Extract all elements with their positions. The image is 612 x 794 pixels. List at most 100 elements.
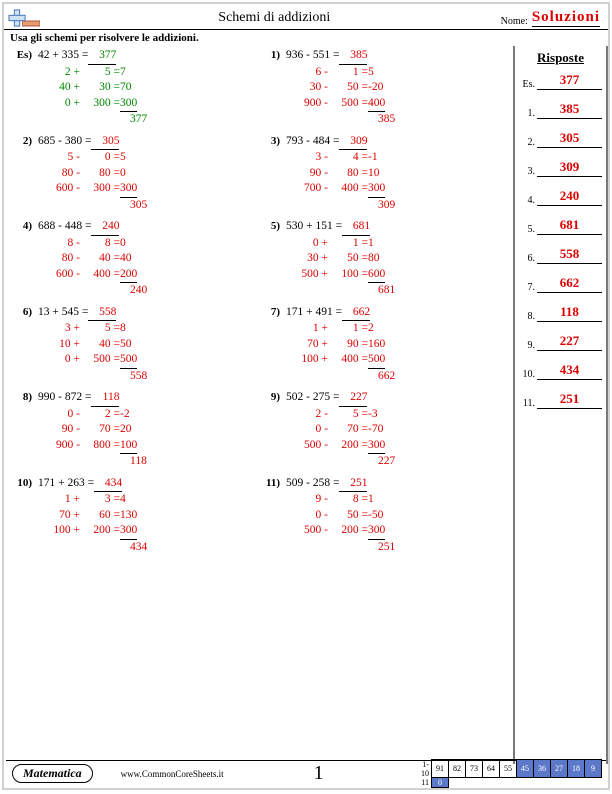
problem-number: 1) [260, 48, 286, 65]
answer-value: 434 [537, 362, 602, 380]
problem-answer: 251 [339, 476, 367, 493]
answer-value: 558 [537, 246, 602, 264]
answer-row: 8. 118 [519, 304, 602, 322]
instruction: Usa gli schemi per risolvere le addizion… [4, 30, 608, 46]
problem-expression: 936 - 551 = [286, 48, 339, 65]
problem-step: 90 -80 = 10 [260, 166, 508, 182]
answer-row: 11. 251 [519, 391, 602, 409]
score-label: 11 [415, 778, 432, 788]
problem-step: 30 +50 = 80 [260, 251, 508, 267]
answer-value: 240 [537, 188, 602, 206]
answer-row: Es. 377 [519, 72, 602, 90]
problem-answer: 118 [91, 390, 119, 407]
problem-number: 11) [260, 476, 286, 493]
problem-total: 305 [12, 198, 260, 214]
answers-heading: Risposte [519, 50, 602, 66]
problem-answer: 309 [339, 134, 367, 151]
score-cell: 9 [585, 760, 602, 778]
footer: Matematica www.CommonCoreSheets.it 1 1-1… [6, 760, 606, 786]
page-frame: Schemi di addizioni Nome: Soluzioni Usa … [2, 2, 610, 790]
answer-row: 5. 681 [519, 217, 602, 235]
answer-number: 3. [519, 166, 537, 177]
problem-total: 434 [12, 540, 260, 556]
problem-total: 681 [260, 283, 508, 299]
worksheet-title: Schemi di addizioni [48, 10, 501, 27]
problem-step: 500 -200 = 300 [260, 523, 508, 540]
problem-step: 3 +5 = 8 [12, 321, 260, 337]
problem-expression: 685 - 380 = [38, 134, 91, 151]
problem-step: 70 +60 = 130 [12, 508, 260, 524]
problem-expression: 688 - 448 = [38, 219, 91, 236]
problem-expression: 793 - 484 = [286, 134, 339, 151]
problem-block: 7) 171 + 491 = 662 1 +1 = 2 70 +90 = 160… [260, 305, 508, 385]
problem-answer: 434 [94, 476, 122, 493]
problem-block: 1) 936 - 551 = 385 6 -1 = 5 30 -50 = -20… [260, 48, 508, 128]
problem-step: 1 +1 = 2 [260, 321, 508, 337]
problem-number: 3) [260, 134, 286, 151]
answer-number: 8. [519, 311, 537, 322]
answer-value: 118 [537, 304, 602, 322]
answer-number: 2. [519, 137, 537, 148]
score-table: 1-109182736455453627189110 [415, 759, 603, 788]
answer-row: 6. 558 [519, 246, 602, 264]
problem-total: 558 [12, 369, 260, 385]
problem-answer: 305 [91, 134, 119, 151]
problem-step: 500 +100 = 600 [260, 267, 508, 284]
score-cell: 27 [551, 760, 568, 778]
problem-expression: 509 - 258 = [286, 476, 339, 493]
problem-block: 3) 793 - 484 = 309 3 -4 = -1 90 -80 = 10… [260, 134, 508, 214]
problem-step: 80 -80 = 0 [12, 166, 260, 182]
problem-step: 1 +3 = 4 [12, 492, 260, 508]
problem-answer: 662 [342, 305, 370, 322]
answer-row: 9. 227 [519, 333, 602, 351]
problem-step: 2 +5 = 7 [12, 65, 260, 81]
problem-block: 9) 502 - 275 = 227 2 -5 = -3 0 -70 = -70… [260, 390, 508, 470]
problem-step: 900 -800 = 100 [12, 438, 260, 455]
problem-step: 0 +300 = 300 [12, 96, 260, 113]
problem-block: 2) 685 - 380 = 305 5 -0 = 5 80 -80 = 0 6… [12, 134, 260, 214]
answer-number: 10. [519, 369, 537, 380]
plus-icon [8, 9, 26, 27]
answer-value: 309 [537, 159, 602, 177]
problem-block: 10) 171 + 263 = 434 1 +3 = 4 70 +60 = 13… [12, 476, 260, 556]
problem-step: 500 -200 = 300 [260, 438, 508, 455]
answer-value: 251 [537, 391, 602, 409]
problem-step: 10 +40 = 50 [12, 337, 260, 353]
problem-total: 240 [12, 283, 260, 299]
problem-expression: 530 + 151 = [286, 219, 342, 236]
problem-step: 30 -50 = -20 [260, 80, 508, 96]
problem-block: 4) 688 - 448 = 240 8 -8 = 0 80 -40 = 40 … [12, 219, 260, 299]
problem-answer: 240 [91, 219, 119, 236]
problem-number: 5) [260, 219, 286, 236]
problem-number: 2) [12, 134, 38, 151]
problem-answer: 681 [342, 219, 370, 236]
problem-block: 6) 13 + 545 = 558 3 +5 = 8 10 +40 = 50 0… [12, 305, 260, 385]
problem-total: 662 [260, 369, 508, 385]
problem-expression: 13 + 545 = [38, 305, 88, 322]
problem-block: Es) 42 + 335 = 377 2 +5 = 7 40 +30 = 70 … [12, 48, 260, 128]
problem-total: 118 [12, 454, 260, 470]
answer-value: 227 [537, 333, 602, 351]
problem-step: 2 -5 = -3 [260, 407, 508, 423]
answer-row: 7. 662 [519, 275, 602, 293]
answer-number: 5. [519, 224, 537, 235]
answer-number: Es. [519, 79, 537, 90]
score-cell: 64 [483, 760, 500, 778]
problem-step: 0 -2 = -2 [12, 407, 260, 423]
problem-step: 8 -8 = 0 [12, 236, 260, 252]
problem-step: 90 -70 = 20 [12, 422, 260, 438]
answer-row: 1. 385 [519, 101, 602, 119]
score-cell: 18 [568, 760, 585, 778]
answer-row: 3. 309 [519, 159, 602, 177]
problem-number: 8) [12, 390, 38, 407]
brand-badge: Matematica [12, 764, 93, 783]
solutions-label: Soluzioni [532, 9, 600, 27]
problem-step: 3 -4 = -1 [260, 150, 508, 166]
problem-step: 80 -40 = 40 [12, 251, 260, 267]
score-cell: 0 [432, 778, 449, 788]
problem-step: 100 +400 = 500 [260, 352, 508, 369]
problem-step: 700 -400 = 300 [260, 181, 508, 198]
answer-number: 9. [519, 340, 537, 351]
score-label: 1-10 [415, 760, 432, 778]
problem-expression: 171 + 263 = [38, 476, 94, 493]
